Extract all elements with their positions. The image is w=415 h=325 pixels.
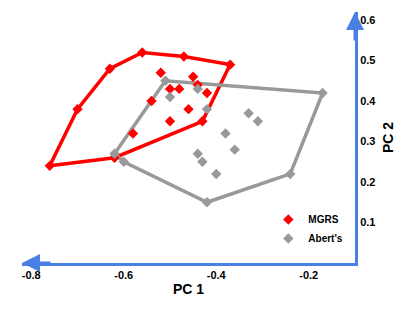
svg-text:0.4: 0.4 bbox=[360, 95, 376, 107]
svg-text:0.1: 0.1 bbox=[360, 216, 375, 228]
svg-text:-0.4: -0.4 bbox=[207, 269, 227, 281]
svg-text:-0.6: -0.6 bbox=[114, 269, 133, 281]
svg-text:PC 1: PC 1 bbox=[173, 281, 204, 297]
svg-text:-0.8: -0.8 bbox=[22, 269, 41, 281]
svg-text:Abert's: Abert's bbox=[308, 233, 342, 244]
svg-text:0.5: 0.5 bbox=[360, 54, 375, 66]
svg-text:0.6: 0.6 bbox=[360, 14, 375, 26]
svg-text:-0.2: -0.2 bbox=[299, 269, 318, 281]
svg-text:MGRS: MGRS bbox=[308, 214, 338, 225]
svg-text:PC 2: PC 2 bbox=[380, 122, 396, 153]
svg-text:0.2: 0.2 bbox=[360, 176, 375, 188]
svg-text:0.3: 0.3 bbox=[360, 135, 375, 147]
